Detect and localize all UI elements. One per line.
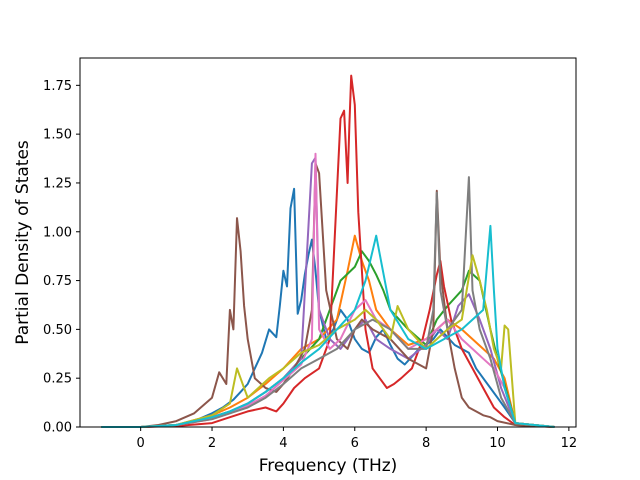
y-tick-label: 0.75 — [43, 274, 72, 289]
x-axis-ticks: 0 2 4 6 8 10 12 — [137, 427, 578, 451]
y-tick-label: 0.50 — [43, 323, 72, 338]
y-axis-label: Partial Density of States — [13, 140, 33, 345]
series-line-8 — [101, 176, 555, 428]
y-tick-label: 0.00 — [43, 421, 72, 436]
series-line-4 — [101, 74, 555, 428]
y-tick-label: 1.75 — [43, 79, 72, 94]
x-tick-label: 12 — [561, 436, 578, 451]
y-tick-label: 1.25 — [43, 176, 72, 191]
x-tick-label: 0 — [137, 436, 145, 451]
series-line-9 — [101, 254, 555, 428]
y-axis-ticks: 0.00 0.25 0.50 0.75 1.00 1.25 1.50 1.75 — [43, 79, 80, 436]
y-tick-label: 0.25 — [43, 372, 72, 387]
x-tick-label: 10 — [489, 436, 506, 451]
plot-area-frame — [79, 57, 577, 428]
series-line-6 — [101, 162, 555, 428]
y-tick-label: 1.50 — [43, 128, 72, 143]
x-tick-label: 6 — [351, 436, 359, 451]
x-tick-label: 8 — [422, 436, 430, 451]
series-line-10 — [101, 224, 555, 428]
y-tick-label: 1.00 — [43, 225, 72, 240]
x-tick-label: 2 — [208, 436, 216, 451]
series-layer — [101, 74, 555, 428]
x-tick-label: 4 — [279, 436, 287, 451]
series-line-2 — [101, 234, 555, 428]
x-axis-label: Frequency (THz) — [259, 456, 398, 476]
